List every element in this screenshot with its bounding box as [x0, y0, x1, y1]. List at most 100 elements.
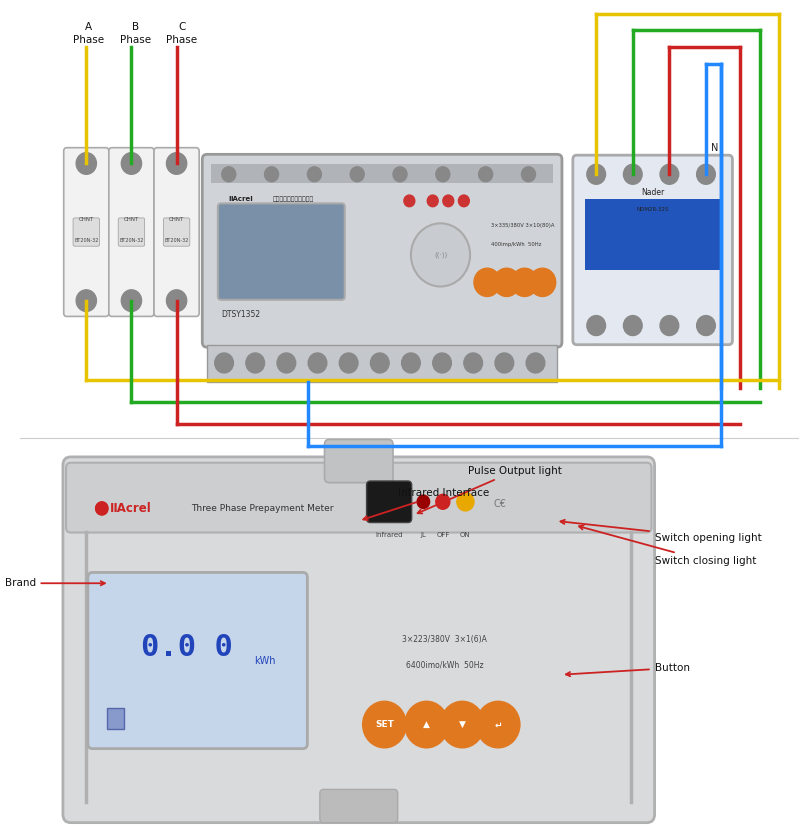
Circle shape [660, 315, 678, 335]
Bar [585, 199, 721, 270]
FancyBboxPatch shape [73, 218, 99, 246]
Circle shape [464, 353, 482, 373]
Circle shape [404, 195, 415, 207]
Circle shape [587, 315, 606, 335]
Text: BT20N-32: BT20N-32 [119, 238, 144, 243]
Circle shape [166, 153, 186, 174]
Text: Brand: Brand [5, 578, 105, 588]
Circle shape [308, 353, 327, 373]
Text: 6400imo/kWh  50Hz: 6400imo/kWh 50Hz [406, 661, 483, 669]
Circle shape [587, 164, 606, 184]
Circle shape [76, 290, 97, 311]
Text: C
Phase: C Phase [166, 23, 198, 44]
Text: NDM2R-32S: NDM2R-32S [636, 207, 669, 212]
Text: ⅡAcrel: ⅡAcrel [110, 502, 151, 515]
Text: DTSY1352: DTSY1352 [221, 310, 260, 319]
Circle shape [265, 167, 278, 182]
Text: Switch opening light: Switch opening light [561, 520, 762, 543]
FancyBboxPatch shape [163, 218, 190, 246]
Circle shape [166, 290, 186, 311]
Text: ↵: ↵ [494, 720, 502, 729]
Text: ▲: ▲ [423, 720, 430, 729]
Circle shape [511, 269, 538, 296]
Text: 3×335/380V 3×10(80)A: 3×335/380V 3×10(80)A [491, 224, 554, 229]
Circle shape [277, 353, 296, 373]
FancyBboxPatch shape [63, 457, 654, 822]
Circle shape [370, 353, 389, 373]
Circle shape [522, 167, 535, 182]
Text: CHNT: CHNT [78, 217, 94, 222]
Circle shape [427, 195, 438, 207]
Text: SET: SET [375, 720, 394, 729]
Text: 0.0 0: 0.0 0 [141, 633, 233, 661]
Circle shape [96, 502, 108, 515]
Text: 三相电子式预付费电能表: 三相电子式预付费电能表 [273, 197, 314, 202]
Circle shape [246, 353, 265, 373]
Circle shape [350, 167, 364, 182]
Circle shape [222, 167, 236, 182]
Text: Infrared: Infrared [375, 532, 403, 538]
FancyBboxPatch shape [366, 481, 412, 523]
Text: Three Phase Prepayment Meter: Three Phase Prepayment Meter [191, 504, 334, 513]
Circle shape [458, 195, 470, 207]
Circle shape [122, 290, 142, 311]
FancyBboxPatch shape [154, 148, 199, 316]
Circle shape [417, 495, 430, 509]
Text: 3×223/380V  3×1(6)A: 3×223/380V 3×1(6)A [402, 636, 487, 645]
Text: Infrared Interface: Infrared Interface [363, 489, 489, 520]
Circle shape [393, 167, 407, 182]
Circle shape [495, 353, 514, 373]
FancyBboxPatch shape [218, 203, 345, 299]
Text: ⅡAcrel: ⅡAcrel [229, 196, 254, 202]
Text: N: N [711, 143, 718, 153]
Circle shape [411, 224, 470, 287]
Text: JL: JL [421, 532, 426, 538]
Text: Switch closing light: Switch closing light [579, 525, 756, 565]
Text: kWh: kWh [254, 656, 276, 666]
FancyBboxPatch shape [202, 154, 562, 347]
Circle shape [402, 353, 420, 373]
Circle shape [623, 164, 642, 184]
FancyBboxPatch shape [325, 440, 393, 483]
Text: Pulse Output light: Pulse Output light [418, 466, 562, 514]
Circle shape [623, 315, 642, 335]
Circle shape [457, 493, 474, 511]
Circle shape [441, 701, 484, 748]
Text: ▼: ▼ [459, 720, 466, 729]
Text: CHNT: CHNT [169, 217, 184, 222]
Text: Button: Button [566, 663, 690, 676]
Circle shape [436, 167, 450, 182]
Circle shape [526, 353, 545, 373]
Text: CHNT: CHNT [124, 217, 139, 222]
FancyBboxPatch shape [64, 148, 109, 316]
Circle shape [214, 353, 234, 373]
Text: C€: C€ [494, 500, 506, 510]
Circle shape [307, 167, 322, 182]
FancyBboxPatch shape [66, 463, 651, 533]
Circle shape [494, 269, 520, 296]
Bar [211, 164, 554, 183]
Text: BT20N-32: BT20N-32 [74, 238, 98, 243]
FancyBboxPatch shape [118, 218, 145, 246]
Circle shape [122, 153, 142, 174]
FancyBboxPatch shape [88, 572, 307, 749]
Circle shape [436, 495, 450, 510]
Circle shape [339, 353, 358, 373]
Circle shape [474, 269, 501, 296]
Text: ON: ON [460, 532, 470, 538]
Text: A
Phase: A Phase [73, 23, 104, 44]
Circle shape [697, 164, 715, 184]
Text: ((·)): ((·)) [434, 252, 447, 259]
FancyBboxPatch shape [320, 790, 398, 822]
Circle shape [660, 164, 678, 184]
Text: B
Phase: B Phase [120, 23, 151, 44]
Circle shape [697, 315, 715, 335]
Circle shape [433, 353, 451, 373]
Circle shape [476, 701, 520, 748]
Bar [106, 708, 124, 729]
Circle shape [530, 269, 556, 296]
Circle shape [443, 195, 454, 207]
FancyBboxPatch shape [109, 148, 154, 316]
Text: BT20N-32: BT20N-32 [165, 238, 189, 243]
Text: Nader: Nader [641, 188, 664, 197]
